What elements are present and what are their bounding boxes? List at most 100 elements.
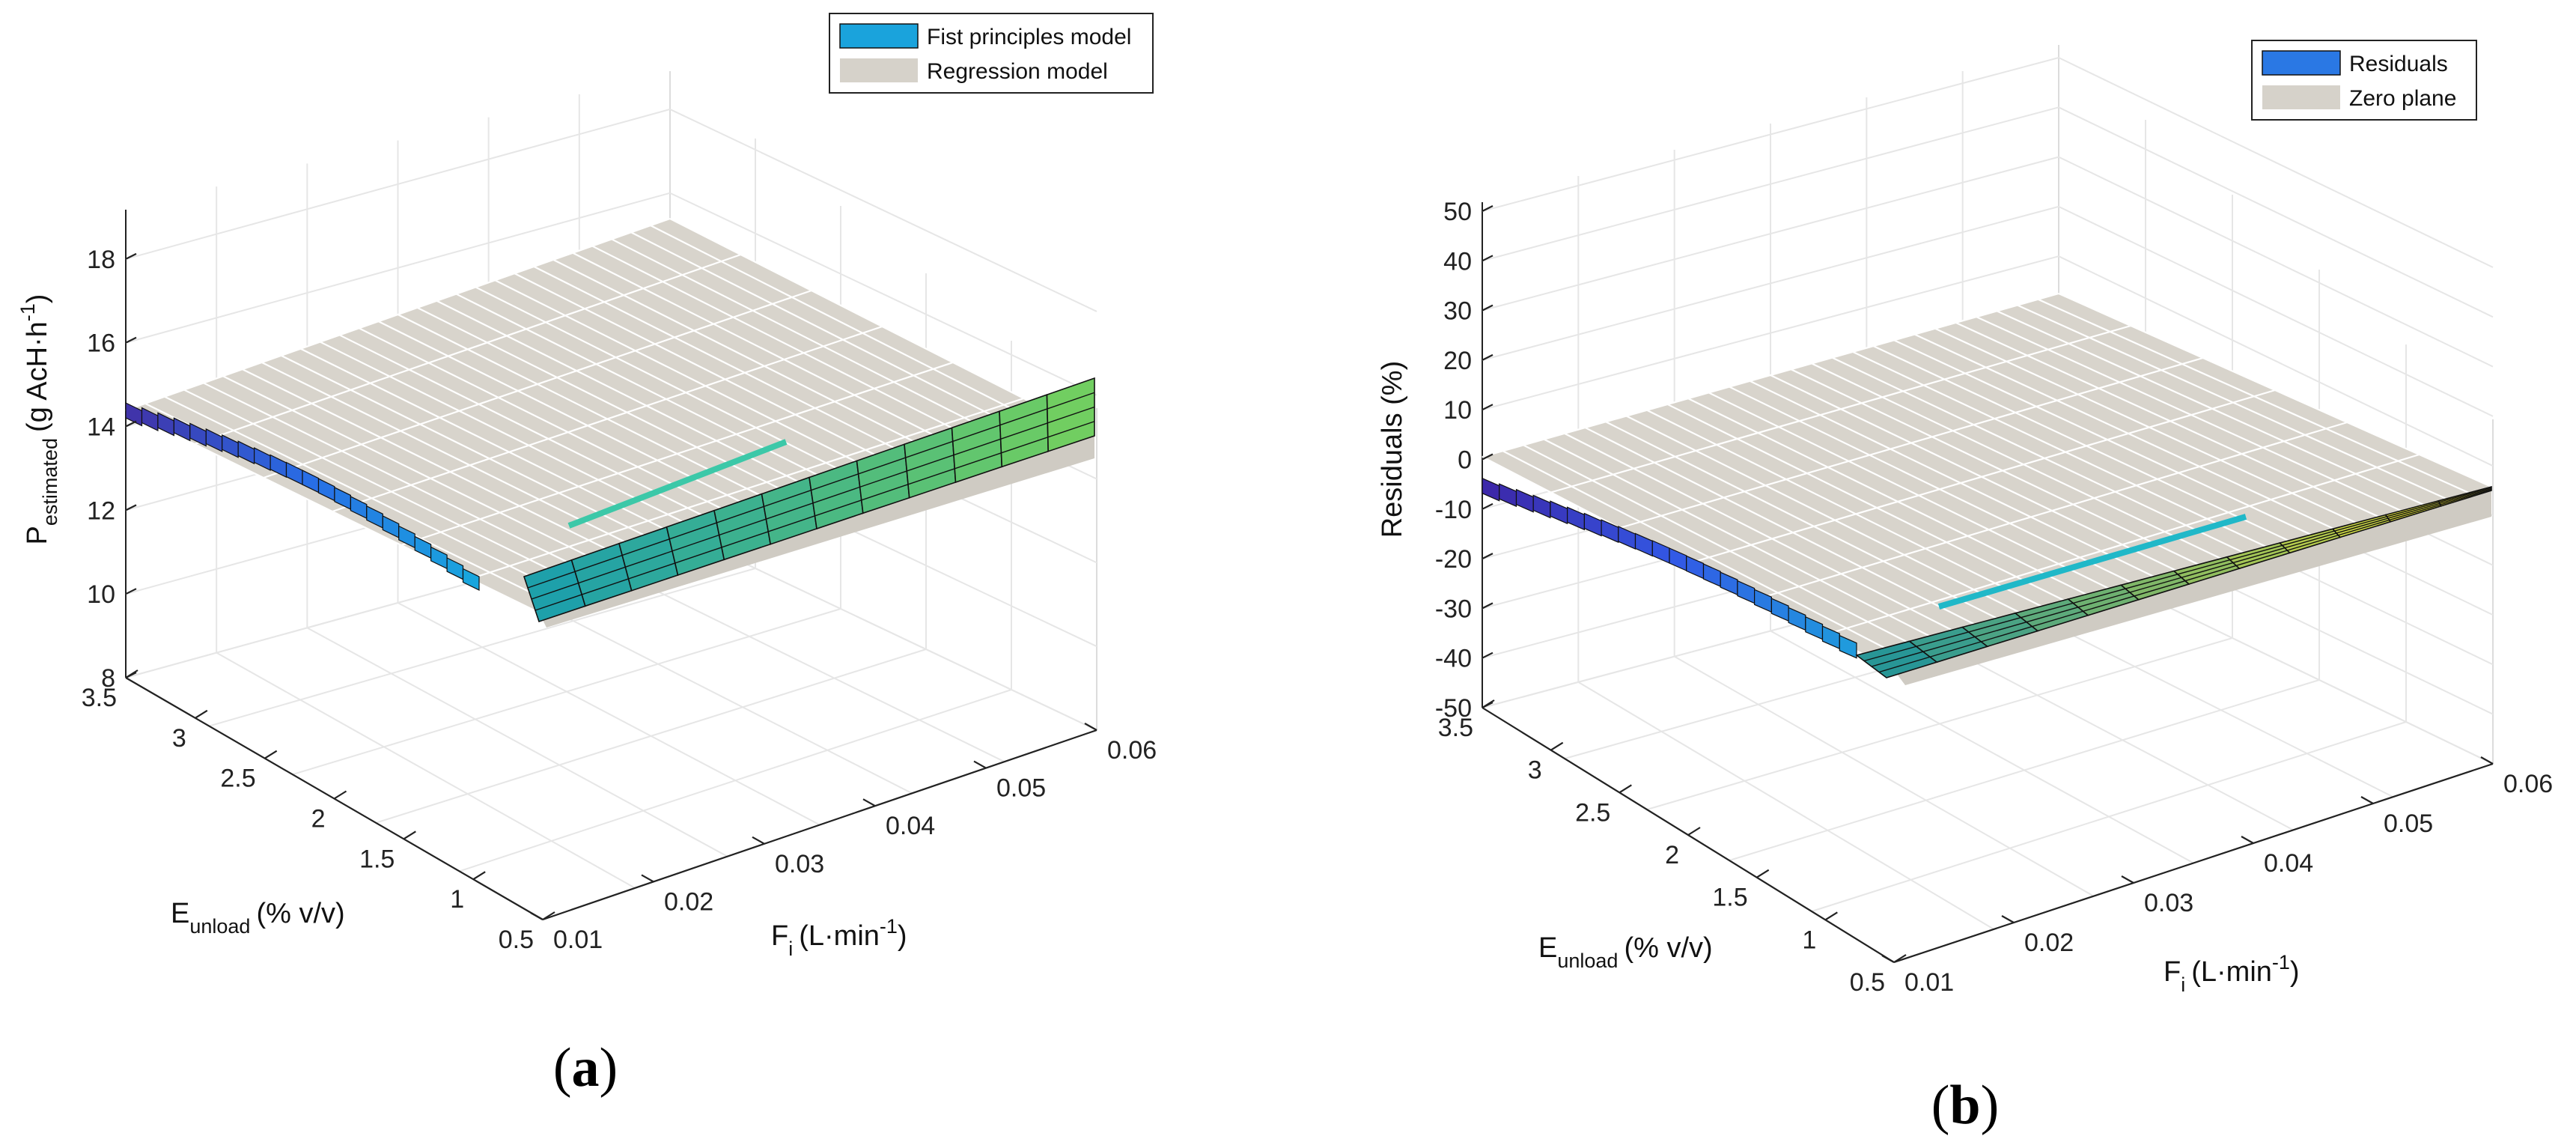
- floor-gridline: [1729, 679, 2320, 861]
- legend-label: Residuals: [2349, 52, 2448, 76]
- x-tick-label: 0.05: [2384, 810, 2433, 838]
- surface-mesh-line: [1825, 453, 2420, 636]
- y-tick-label: 3: [172, 724, 186, 753]
- residual-sheet-cell: [462, 568, 480, 591]
- residual-sheet-cell: [1601, 519, 1619, 544]
- floor-gridline: [398, 602, 820, 826]
- residual-sheet-cell: [125, 402, 143, 427]
- x-tick: [973, 760, 987, 769]
- wall-gridline: [2058, 255, 2494, 467]
- y-tick-label: 2.5: [220, 765, 255, 793]
- surface-mesh-line: [194, 253, 741, 446]
- x-tick: [2241, 836, 2254, 844]
- z-tick-label: 16: [87, 329, 115, 358]
- wall-gridline: [2058, 156, 2494, 368]
- sheet-mesh-line: [1878, 489, 2492, 673]
- floor-gridline: [1674, 655, 2095, 897]
- x-tick-label: 0.01: [553, 926, 603, 954]
- residual-sheet-cell: [222, 434, 239, 458]
- surface-mesh-line: [401, 361, 954, 547]
- y-axis-label: Eunload (% v/v): [1538, 932, 1713, 972]
- z-tick: [1482, 304, 1493, 312]
- residual-sheet-cell: [254, 447, 271, 471]
- z-axis-label: Pestimated(g AcH·h-1): [16, 294, 61, 545]
- x-tick-label: 0.03: [2144, 889, 2193, 917]
- z-tick-label: 8: [101, 664, 115, 693]
- wall-gridline: [1482, 205, 2059, 361]
- wall-gridline: [1482, 156, 2059, 312]
- wall-gridline: [669, 109, 1097, 312]
- regression-surface: [1481, 292, 2493, 672]
- z-tick: [1482, 404, 1493, 411]
- z-tick-label: 20: [1443, 347, 1472, 375]
- x-tick: [530, 912, 543, 920]
- x-tick: [2360, 796, 2374, 804]
- legend-label: Zero plane: [2349, 86, 2456, 111]
- floor-gridline: [1646, 637, 2233, 810]
- sheet-mesh-line: [1871, 488, 2492, 667]
- wall-gridline: [125, 108, 671, 260]
- z-axis-label: Residuals (%): [1377, 361, 1408, 538]
- z-tick-label: 14: [87, 413, 115, 442]
- x-tick-label: 0.03: [775, 850, 824, 878]
- z-tick: [125, 252, 137, 260]
- z-tick: [125, 588, 137, 595]
- surface-mesh-line: [1687, 389, 2276, 565]
- sheet-mesh-line: [531, 406, 1095, 600]
- x-tick-label: 0.04: [2264, 849, 2313, 878]
- floor-gridline: [375, 649, 927, 824]
- z-tick-label: -20: [1435, 545, 1472, 574]
- panel-label: (a): [553, 1037, 618, 1099]
- residual-sheet-cell: [1550, 500, 1568, 525]
- y-tick-label: 2: [1665, 841, 1679, 869]
- x-tick: [641, 874, 654, 883]
- z-tick: [1482, 502, 1493, 510]
- z-tick: [1482, 205, 1493, 212]
- floor-gridline: [1577, 681, 1994, 930]
- z-tick-label: 12: [87, 496, 115, 525]
- wall-gridline: [1482, 57, 2059, 212]
- x-tick: [2121, 875, 2134, 884]
- x-axis-label: Fi (L·min-1): [771, 915, 907, 960]
- x-tick-label: 0.02: [2024, 929, 2074, 957]
- x-axis-label: Fi (L·min-1): [2164, 951, 2300, 996]
- x-tick-label: 0.01: [1904, 968, 1954, 997]
- surface-mesh-line: [469, 397, 1024, 580]
- z-tick: [1482, 652, 1493, 659]
- floor-gridline: [1770, 630, 2194, 864]
- y-tick-label: 1.5: [359, 845, 395, 873]
- floor-gridline: [209, 568, 756, 727]
- x-tick-label: 0.04: [886, 812, 935, 840]
- y-tick: [333, 790, 347, 800]
- residual-sheet-cell: [205, 428, 223, 452]
- z-tick-label: -30: [1435, 595, 1472, 623]
- legend-swatch: [2262, 85, 2340, 109]
- residual-sheet-cell: [1532, 494, 1551, 519]
- legend-swatch: [2262, 50, 2341, 76]
- y-tick-label: 0.5: [1850, 968, 1885, 997]
- floor-gridline: [306, 627, 728, 857]
- z-tick-label: 10: [1443, 396, 1472, 425]
- z-tick: [1482, 255, 1493, 262]
- wall-gridline: [125, 192, 671, 344]
- y-tick: [1893, 954, 1907, 963]
- wall-gridline: [2058, 205, 2494, 417]
- surface-mesh-line: [263, 289, 812, 479]
- y-tick: [542, 911, 555, 920]
- y-tick-label: 3: [1528, 756, 1542, 785]
- y-tick-label: 2: [311, 805, 326, 833]
- x-tick: [2480, 756, 2494, 765]
- x-tick: [752, 836, 765, 845]
- x-axis-line: [542, 729, 1097, 921]
- surface-mesh-line: [1756, 421, 2348, 601]
- residual-sheet-cell: [189, 422, 207, 447]
- y-axis-label: Eunload (% v/v): [171, 898, 345, 938]
- y-tick: [1619, 784, 1632, 794]
- y-tick: [472, 871, 486, 881]
- z-tick-label: -40: [1435, 645, 1472, 673]
- z-tick-label: 0: [1458, 446, 1472, 475]
- surface-mesh-line: [125, 217, 671, 412]
- sheet-mesh-line: [1863, 487, 2492, 662]
- legend-label: Fist principles model: [927, 25, 1131, 49]
